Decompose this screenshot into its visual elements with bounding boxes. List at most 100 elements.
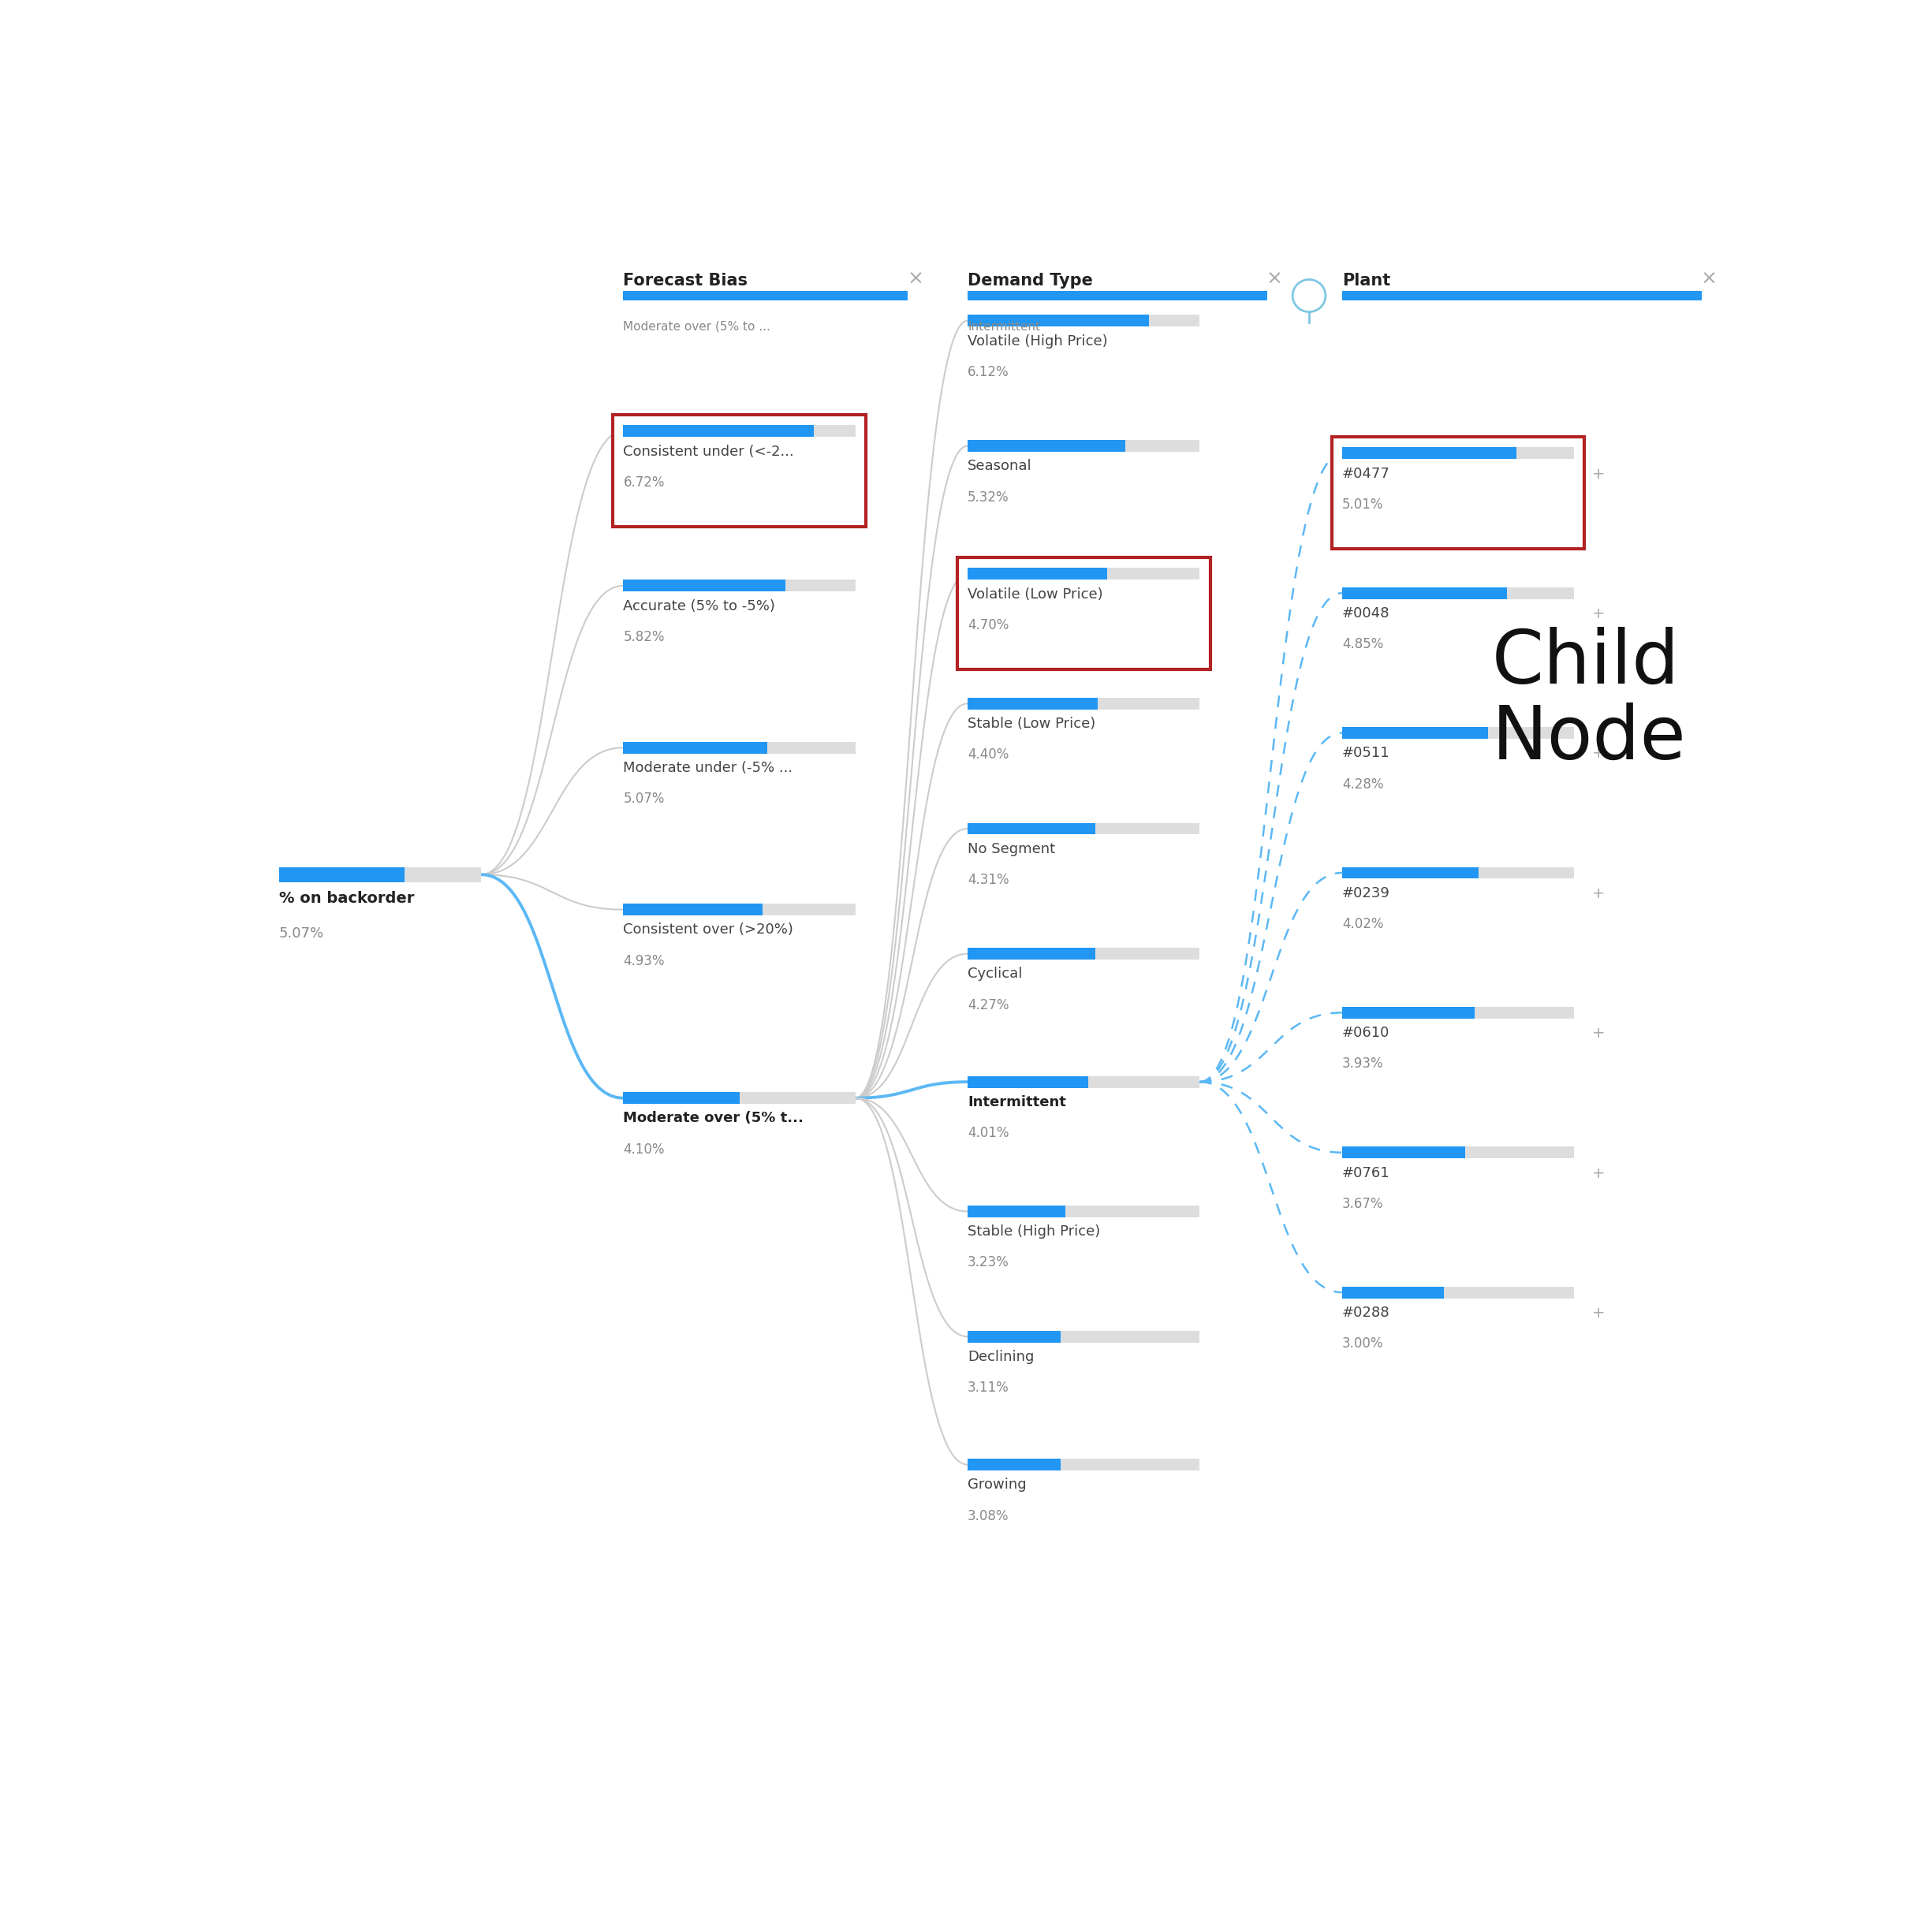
- Text: 4.93%: 4.93%: [624, 954, 665, 967]
- FancyBboxPatch shape: [956, 558, 1209, 669]
- Bar: [968, 1331, 1200, 1342]
- Text: 4.27%: 4.27%: [968, 998, 1009, 1011]
- Text: 5.82%: 5.82%: [624, 629, 665, 644]
- Bar: [968, 948, 1095, 960]
- Text: 3.93%: 3.93%: [1343, 1057, 1383, 1071]
- Text: +: +: [1592, 746, 1605, 761]
- Text: 4.01%: 4.01%: [968, 1126, 1009, 1140]
- Text: 4.28%: 4.28%: [1343, 776, 1383, 792]
- Text: ×: ×: [1700, 270, 1718, 289]
- Bar: [624, 579, 856, 591]
- Bar: [624, 291, 908, 300]
- Bar: [1343, 447, 1575, 459]
- Text: Child
Node: Child Node: [1492, 627, 1687, 774]
- Bar: [624, 579, 786, 591]
- Bar: [624, 742, 856, 753]
- Bar: [1343, 1147, 1575, 1159]
- Bar: [968, 440, 1126, 451]
- Bar: [624, 424, 813, 438]
- Text: #0048: #0048: [1343, 606, 1389, 621]
- Text: Volatile (Low Price): Volatile (Low Price): [968, 587, 1103, 602]
- Text: +: +: [1592, 1166, 1605, 1182]
- Bar: [968, 698, 1097, 709]
- Text: #0511: #0511: [1343, 746, 1389, 761]
- Text: #0761: #0761: [1343, 1166, 1389, 1180]
- Text: Demand Type: Demand Type: [968, 273, 1094, 289]
- Bar: [1343, 1287, 1443, 1298]
- Bar: [1343, 866, 1575, 880]
- Text: 4.10%: 4.10%: [624, 1141, 665, 1157]
- Bar: [1343, 1008, 1474, 1019]
- Text: 5.01%: 5.01%: [1343, 497, 1383, 512]
- Bar: [1343, 587, 1507, 598]
- Bar: [624, 424, 856, 438]
- Text: Growing: Growing: [968, 1478, 1026, 1491]
- Text: Forecast Bias: Forecast Bias: [624, 273, 748, 289]
- Text: 3.11%: 3.11%: [968, 1380, 1009, 1396]
- Bar: [968, 822, 1095, 834]
- Text: 4.02%: 4.02%: [1343, 918, 1383, 931]
- Bar: [968, 1459, 1200, 1470]
- Text: #0239: #0239: [1343, 885, 1389, 901]
- Text: 6.12%: 6.12%: [968, 365, 1009, 379]
- Bar: [968, 1076, 1200, 1088]
- Bar: [968, 1206, 1065, 1218]
- Text: 4.31%: 4.31%: [968, 872, 1009, 887]
- Text: #0288: #0288: [1343, 1306, 1389, 1319]
- Bar: [1343, 1287, 1575, 1298]
- Text: Stable (High Price): Stable (High Price): [968, 1226, 1101, 1239]
- Text: Moderate over (5% to ...: Moderate over (5% to ...: [624, 321, 771, 333]
- Text: 4.85%: 4.85%: [1343, 637, 1383, 652]
- Bar: [968, 698, 1200, 709]
- FancyBboxPatch shape: [1331, 438, 1584, 549]
- Text: 3.00%: 3.00%: [1343, 1336, 1383, 1350]
- Bar: [968, 315, 1200, 327]
- Text: Plant: Plant: [1343, 273, 1391, 289]
- Bar: [1343, 1147, 1464, 1159]
- Bar: [968, 1459, 1061, 1470]
- Text: Moderate over (5% t...: Moderate over (5% t...: [624, 1111, 804, 1126]
- Bar: [624, 1092, 740, 1103]
- Text: 3.67%: 3.67%: [1343, 1197, 1383, 1210]
- Text: +: +: [1592, 1306, 1605, 1321]
- Text: 5.32%: 5.32%: [968, 489, 1009, 505]
- Text: 5.07%: 5.07%: [278, 927, 325, 941]
- Text: 6.72%: 6.72%: [624, 476, 665, 489]
- Text: Declining: Declining: [968, 1350, 1034, 1363]
- Text: No Segment: No Segment: [968, 841, 1055, 857]
- Bar: [624, 904, 763, 916]
- Bar: [968, 315, 1150, 327]
- Text: +: +: [1592, 467, 1605, 482]
- Bar: [1343, 727, 1488, 738]
- Text: 3.23%: 3.23%: [968, 1256, 1009, 1270]
- Text: 4.70%: 4.70%: [968, 618, 1009, 633]
- Text: Intermittent: Intermittent: [968, 1096, 1066, 1109]
- Bar: [1343, 447, 1517, 459]
- Bar: [1343, 291, 1702, 300]
- Text: % on backorder: % on backorder: [278, 891, 413, 906]
- Bar: [968, 822, 1200, 834]
- Text: 5.07%: 5.07%: [624, 792, 665, 807]
- Bar: [968, 1331, 1061, 1342]
- Bar: [968, 291, 1267, 300]
- Bar: [968, 948, 1200, 960]
- Bar: [624, 742, 767, 753]
- Text: Moderate under (-5% ...: Moderate under (-5% ...: [624, 761, 792, 774]
- Bar: [1343, 587, 1575, 598]
- Text: 3.08%: 3.08%: [968, 1509, 1009, 1524]
- Bar: [1343, 727, 1575, 738]
- Text: #0477: #0477: [1343, 467, 1389, 480]
- Bar: [1343, 866, 1478, 880]
- Bar: [624, 904, 856, 916]
- Bar: [968, 1076, 1088, 1088]
- Text: Volatile (High Price): Volatile (High Price): [968, 335, 1107, 348]
- Text: Seasonal: Seasonal: [968, 459, 1032, 474]
- Text: Consistent under (<-2...: Consistent under (<-2...: [624, 444, 794, 459]
- Text: Consistent over (>20%): Consistent over (>20%): [624, 923, 794, 937]
- Text: 4.40%: 4.40%: [968, 748, 1009, 761]
- Bar: [1343, 1008, 1575, 1019]
- FancyBboxPatch shape: [612, 415, 866, 528]
- Text: ×: ×: [906, 270, 923, 289]
- Bar: [278, 866, 481, 881]
- Text: #0610: #0610: [1343, 1027, 1389, 1040]
